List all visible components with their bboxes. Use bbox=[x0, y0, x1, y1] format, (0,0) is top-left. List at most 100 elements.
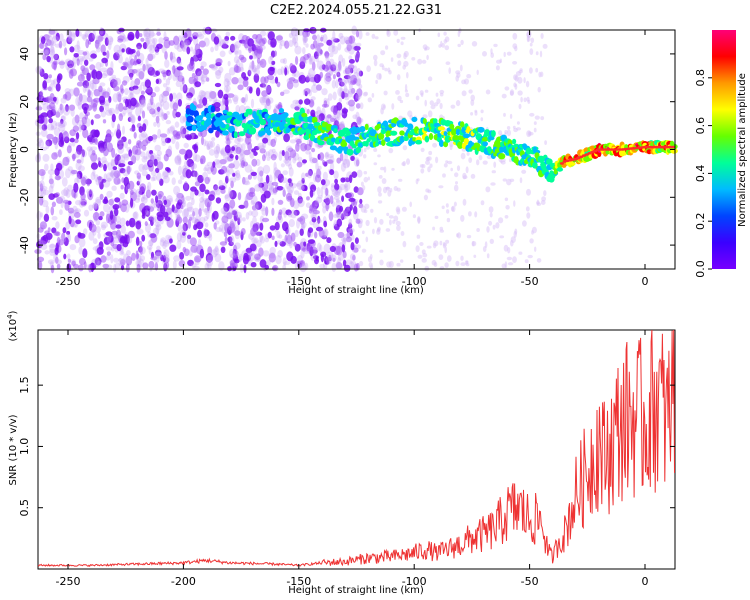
noise-dot bbox=[480, 117, 484, 122]
noise-dot bbox=[295, 56, 299, 65]
ridge-blob bbox=[537, 155, 545, 163]
noise-dot bbox=[55, 111, 61, 118]
noise-dot bbox=[509, 113, 513, 119]
noise-dot bbox=[284, 234, 288, 243]
noise-dot bbox=[79, 124, 85, 131]
noise-dot bbox=[187, 234, 192, 240]
noise-dot bbox=[346, 231, 351, 239]
noise-dot bbox=[280, 163, 285, 168]
noise-dot bbox=[318, 229, 325, 238]
noise-dot bbox=[335, 245, 343, 256]
noise-dot bbox=[506, 256, 513, 261]
x-tick-label: -200 bbox=[171, 575, 196, 588]
noise-dot bbox=[188, 214, 195, 221]
ridge-blob bbox=[222, 130, 229, 136]
noise-dot bbox=[195, 68, 202, 77]
noise-dot bbox=[185, 195, 192, 201]
noise-dot bbox=[336, 71, 341, 78]
noise-dot bbox=[132, 145, 139, 155]
noise-dot bbox=[132, 85, 139, 90]
noise-dot bbox=[367, 97, 372, 103]
noise-dot bbox=[217, 89, 224, 99]
noise-dot bbox=[335, 262, 343, 270]
noise-dot bbox=[311, 157, 318, 164]
noise-dot bbox=[197, 229, 203, 238]
noise-dot bbox=[486, 155, 492, 160]
noise-dot bbox=[325, 152, 329, 158]
noise-dot bbox=[287, 178, 292, 184]
noise-dot bbox=[108, 77, 115, 82]
noise-dot bbox=[107, 40, 112, 51]
noise-dot bbox=[214, 44, 219, 52]
noise-dot bbox=[441, 205, 445, 210]
noise-dot bbox=[343, 264, 351, 272]
noise-dot bbox=[486, 253, 490, 259]
noise-dot bbox=[84, 59, 89, 66]
noise-dot bbox=[317, 165, 322, 170]
noise-dot bbox=[448, 67, 452, 74]
noise-dot bbox=[415, 245, 420, 253]
noise-dot bbox=[168, 170, 174, 176]
noise-dot bbox=[158, 68, 166, 73]
noise-dot bbox=[114, 153, 119, 163]
noise-dot bbox=[292, 80, 299, 88]
noise-dot bbox=[438, 185, 444, 189]
noise-dot bbox=[400, 36, 406, 40]
noise-dot bbox=[47, 169, 56, 175]
noise-dot bbox=[186, 39, 190, 47]
noise-dot bbox=[269, 246, 276, 255]
noise-dot bbox=[465, 166, 469, 174]
noise-dot bbox=[277, 199, 284, 205]
noise-dot bbox=[430, 104, 436, 110]
noise-dot bbox=[317, 215, 321, 224]
noise-dot bbox=[292, 79, 299, 84]
noise-dot bbox=[63, 253, 67, 260]
noise-dot bbox=[385, 186, 390, 191]
noise-dot bbox=[416, 234, 421, 239]
noise-dot bbox=[176, 239, 182, 250]
noise-dot bbox=[179, 233, 187, 243]
noise-dot bbox=[245, 93, 248, 103]
noise-dot bbox=[137, 194, 141, 201]
noise-dot bbox=[103, 203, 110, 213]
noise-dot bbox=[92, 169, 96, 177]
noise-dot bbox=[266, 156, 271, 161]
noise-dot bbox=[88, 263, 92, 273]
noise-dot bbox=[205, 259, 213, 267]
noise-dot bbox=[419, 242, 424, 246]
noise-dot bbox=[500, 160, 506, 165]
noise-dot bbox=[243, 149, 251, 156]
noise-dot bbox=[155, 224, 160, 235]
noise-dot bbox=[174, 121, 180, 128]
noise-dot bbox=[64, 58, 72, 65]
noise-dot bbox=[59, 234, 67, 243]
noise-dot bbox=[36, 104, 42, 110]
noise-dot bbox=[200, 65, 204, 70]
noise-dot bbox=[233, 258, 240, 264]
noise-dot bbox=[182, 223, 188, 232]
noise-dot bbox=[275, 35, 283, 41]
noise-dot bbox=[259, 222, 264, 231]
noise-dot bbox=[393, 29, 399, 36]
noise-dot bbox=[297, 192, 302, 198]
noise-dot bbox=[316, 34, 321, 44]
noise-dot bbox=[285, 209, 292, 216]
ridge-blob bbox=[237, 119, 243, 125]
noise-dot bbox=[65, 189, 71, 198]
noise-dot bbox=[91, 138, 96, 143]
noise-dot bbox=[273, 161, 277, 172]
noise-dot bbox=[351, 171, 358, 179]
noise-dot bbox=[104, 99, 110, 107]
ridge-blob bbox=[424, 135, 430, 143]
noise-dot bbox=[261, 90, 268, 97]
noise-dot bbox=[335, 198, 340, 203]
noise-dot bbox=[391, 103, 395, 110]
noise-dot bbox=[261, 207, 268, 216]
colorbar-tick-label: 0.2 bbox=[694, 212, 707, 230]
noise-dot bbox=[293, 190, 300, 196]
noise-dot bbox=[148, 44, 156, 54]
noise-dot bbox=[199, 183, 206, 193]
noise-dot bbox=[207, 246, 213, 256]
noise-dot bbox=[198, 89, 206, 100]
noise-dot bbox=[156, 214, 164, 222]
